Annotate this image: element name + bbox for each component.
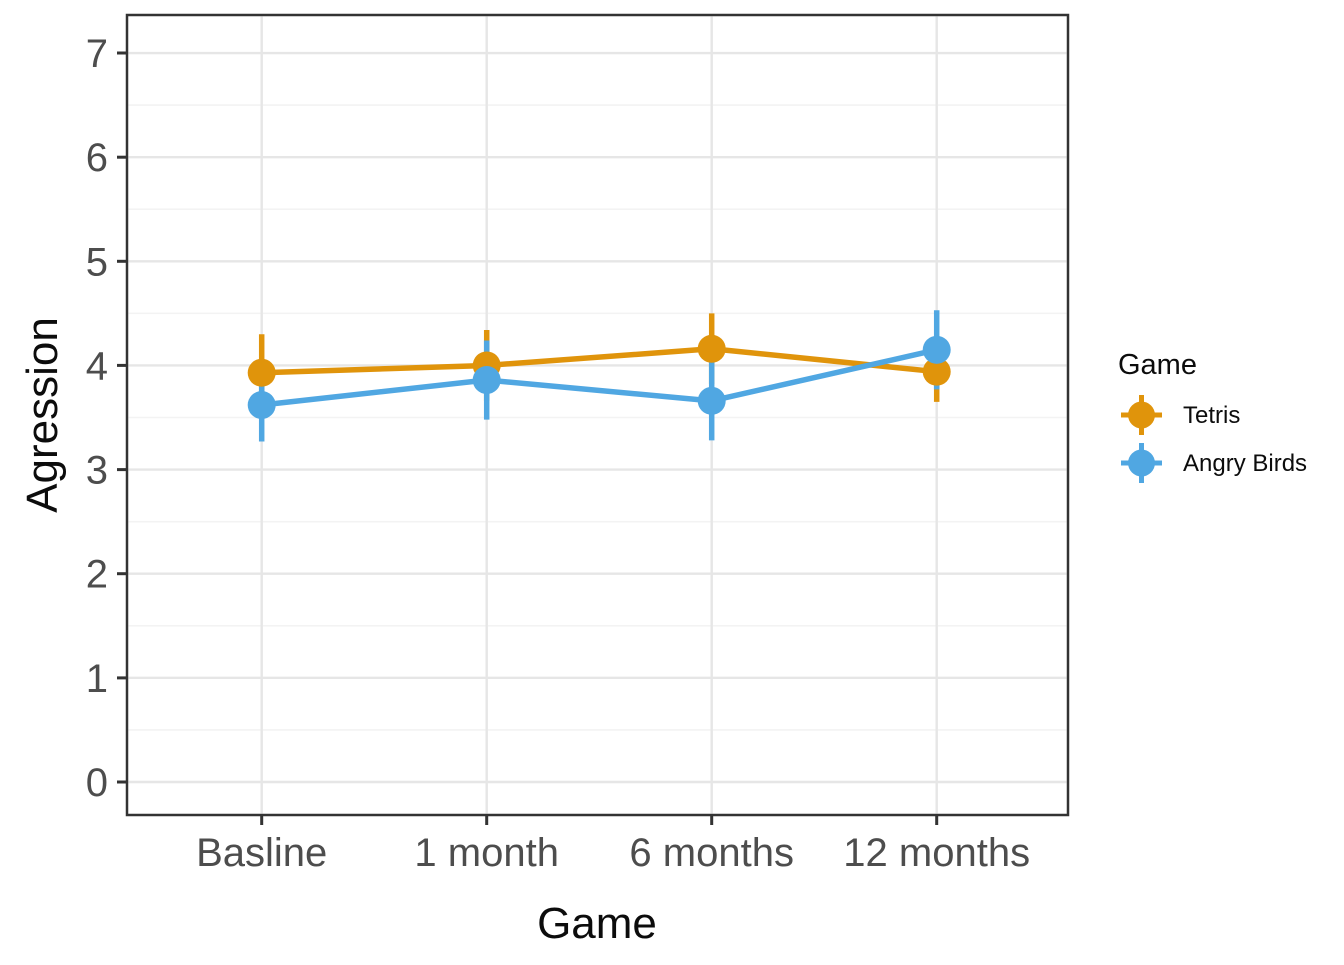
series-layer <box>247 310 951 442</box>
y-tick-label: 6 <box>86 136 108 180</box>
panel-border <box>125 13 1070 817</box>
data-point-angry-birds <box>247 391 276 420</box>
legend-key-angry-birds <box>1121 443 1162 483</box>
y-tick-label: 7 <box>86 32 108 76</box>
x-axis-title: Game <box>537 899 657 948</box>
legend-key-tetris <box>1121 395 1162 435</box>
legend: Game Tetris Angry Birds <box>1118 349 1307 483</box>
legend-title: Game <box>1118 349 1197 381</box>
x-tick-label: Basline <box>196 831 327 875</box>
gridlines-minor <box>128 104 1067 731</box>
x-tick-label: 6 months <box>629 831 794 875</box>
legend-key-point <box>1128 401 1155 429</box>
legend-key-point <box>1128 449 1155 477</box>
x-tick-label: 12 months <box>843 831 1030 875</box>
series-line-angry-birds <box>261 347 938 408</box>
series-line-tetris <box>261 346 937 376</box>
data-point-tetris <box>247 358 276 387</box>
data-point-angry-birds <box>697 386 726 415</box>
x-axis-labels: Basline 1 month 6 months 12 months <box>196 831 1030 875</box>
legend-label-angry-birds: Angry Birds <box>1183 450 1307 477</box>
y-axis-ticks <box>117 51 126 784</box>
x-tick-label: 1 month <box>414 831 559 875</box>
legend-label-tetris: Tetris <box>1183 402 1240 429</box>
y-tick-label: 5 <box>86 240 108 284</box>
data-point-angry-birds <box>922 335 951 364</box>
y-axis-labels: 0 1 2 3 4 5 6 7 <box>86 32 108 805</box>
y-tick-label: 3 <box>86 449 108 493</box>
y-tick-label: 4 <box>86 344 108 388</box>
y-tick-label: 0 <box>86 761 108 805</box>
data-point-tetris <box>922 357 951 386</box>
data-point-tetris <box>697 334 726 363</box>
y-tick-label: 2 <box>86 553 108 597</box>
y-axis-title: Agression <box>18 317 67 513</box>
y-tick-label: 1 <box>86 657 108 701</box>
x-axis-ticks <box>260 816 939 825</box>
data-point-angry-birds <box>472 366 501 395</box>
